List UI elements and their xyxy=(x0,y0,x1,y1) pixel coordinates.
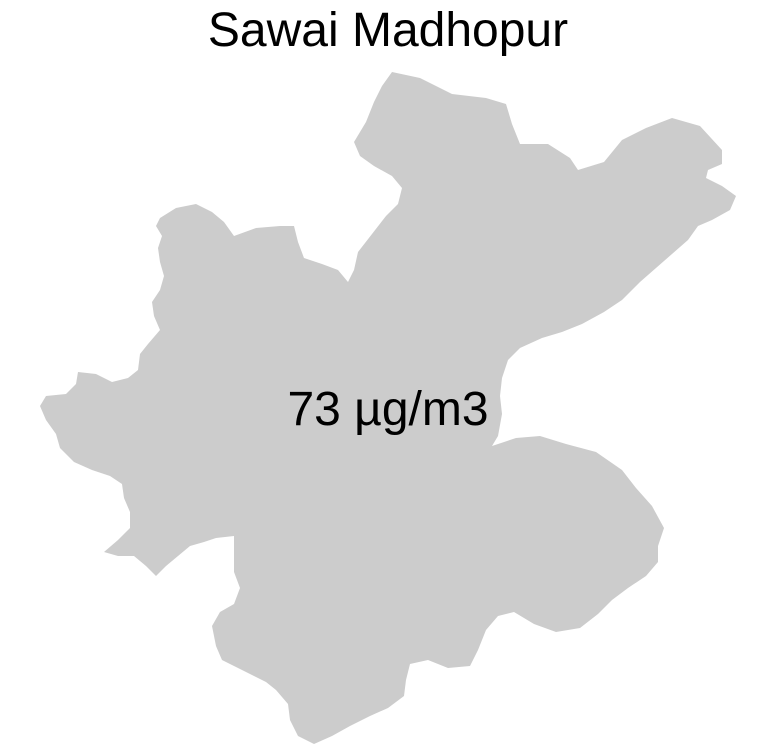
map-title: Sawai Madhopur xyxy=(207,4,569,57)
district-value-label: 73 µg/m3 xyxy=(287,383,489,436)
district-boundary xyxy=(40,72,736,744)
